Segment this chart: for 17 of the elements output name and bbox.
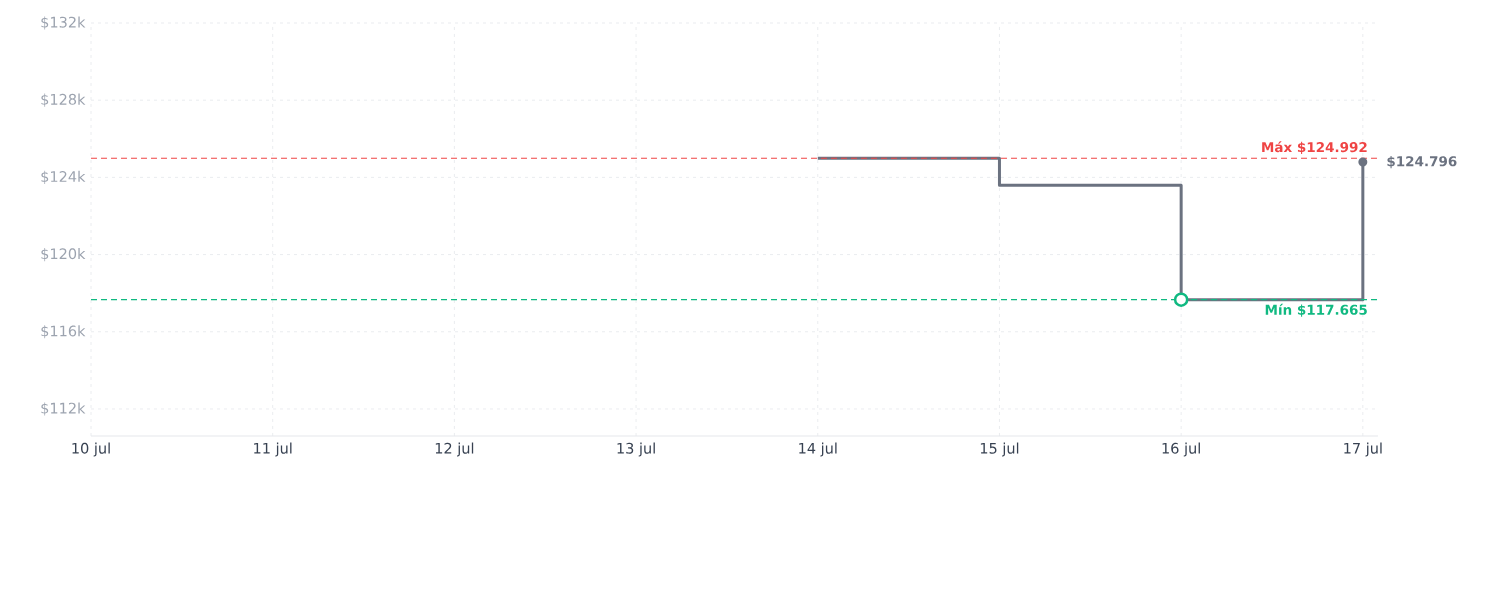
y-tick-label: $116k bbox=[41, 325, 86, 339]
annotation: $124.796 bbox=[1387, 155, 1457, 169]
y-tick-label: $128k bbox=[41, 93, 86, 107]
ref-line-label: Mín $117.665 bbox=[1265, 303, 1367, 317]
x-tick-label: 16 jul bbox=[1162, 442, 1200, 457]
y-tick-label: $112k bbox=[41, 402, 86, 416]
x-tick-label: 13 jul bbox=[617, 442, 655, 457]
y-tick-label: $132k bbox=[41, 16, 86, 30]
x-tick-label: 12 jul bbox=[435, 442, 474, 457]
ref-line-label: Máx $124.992 bbox=[1262, 141, 1367, 155]
x-tick-label: 10 jul bbox=[72, 442, 110, 457]
x-tick-label: 11 jul bbox=[254, 442, 292, 457]
y-tick-label: $120k bbox=[41, 248, 86, 262]
y-tick-label: $124k bbox=[41, 170, 86, 184]
x-tick-label: 17 jul bbox=[1344, 442, 1382, 457]
x-tick-label: 15 jul bbox=[980, 442, 1019, 457]
x-tick-label: 14 jul bbox=[799, 442, 837, 457]
